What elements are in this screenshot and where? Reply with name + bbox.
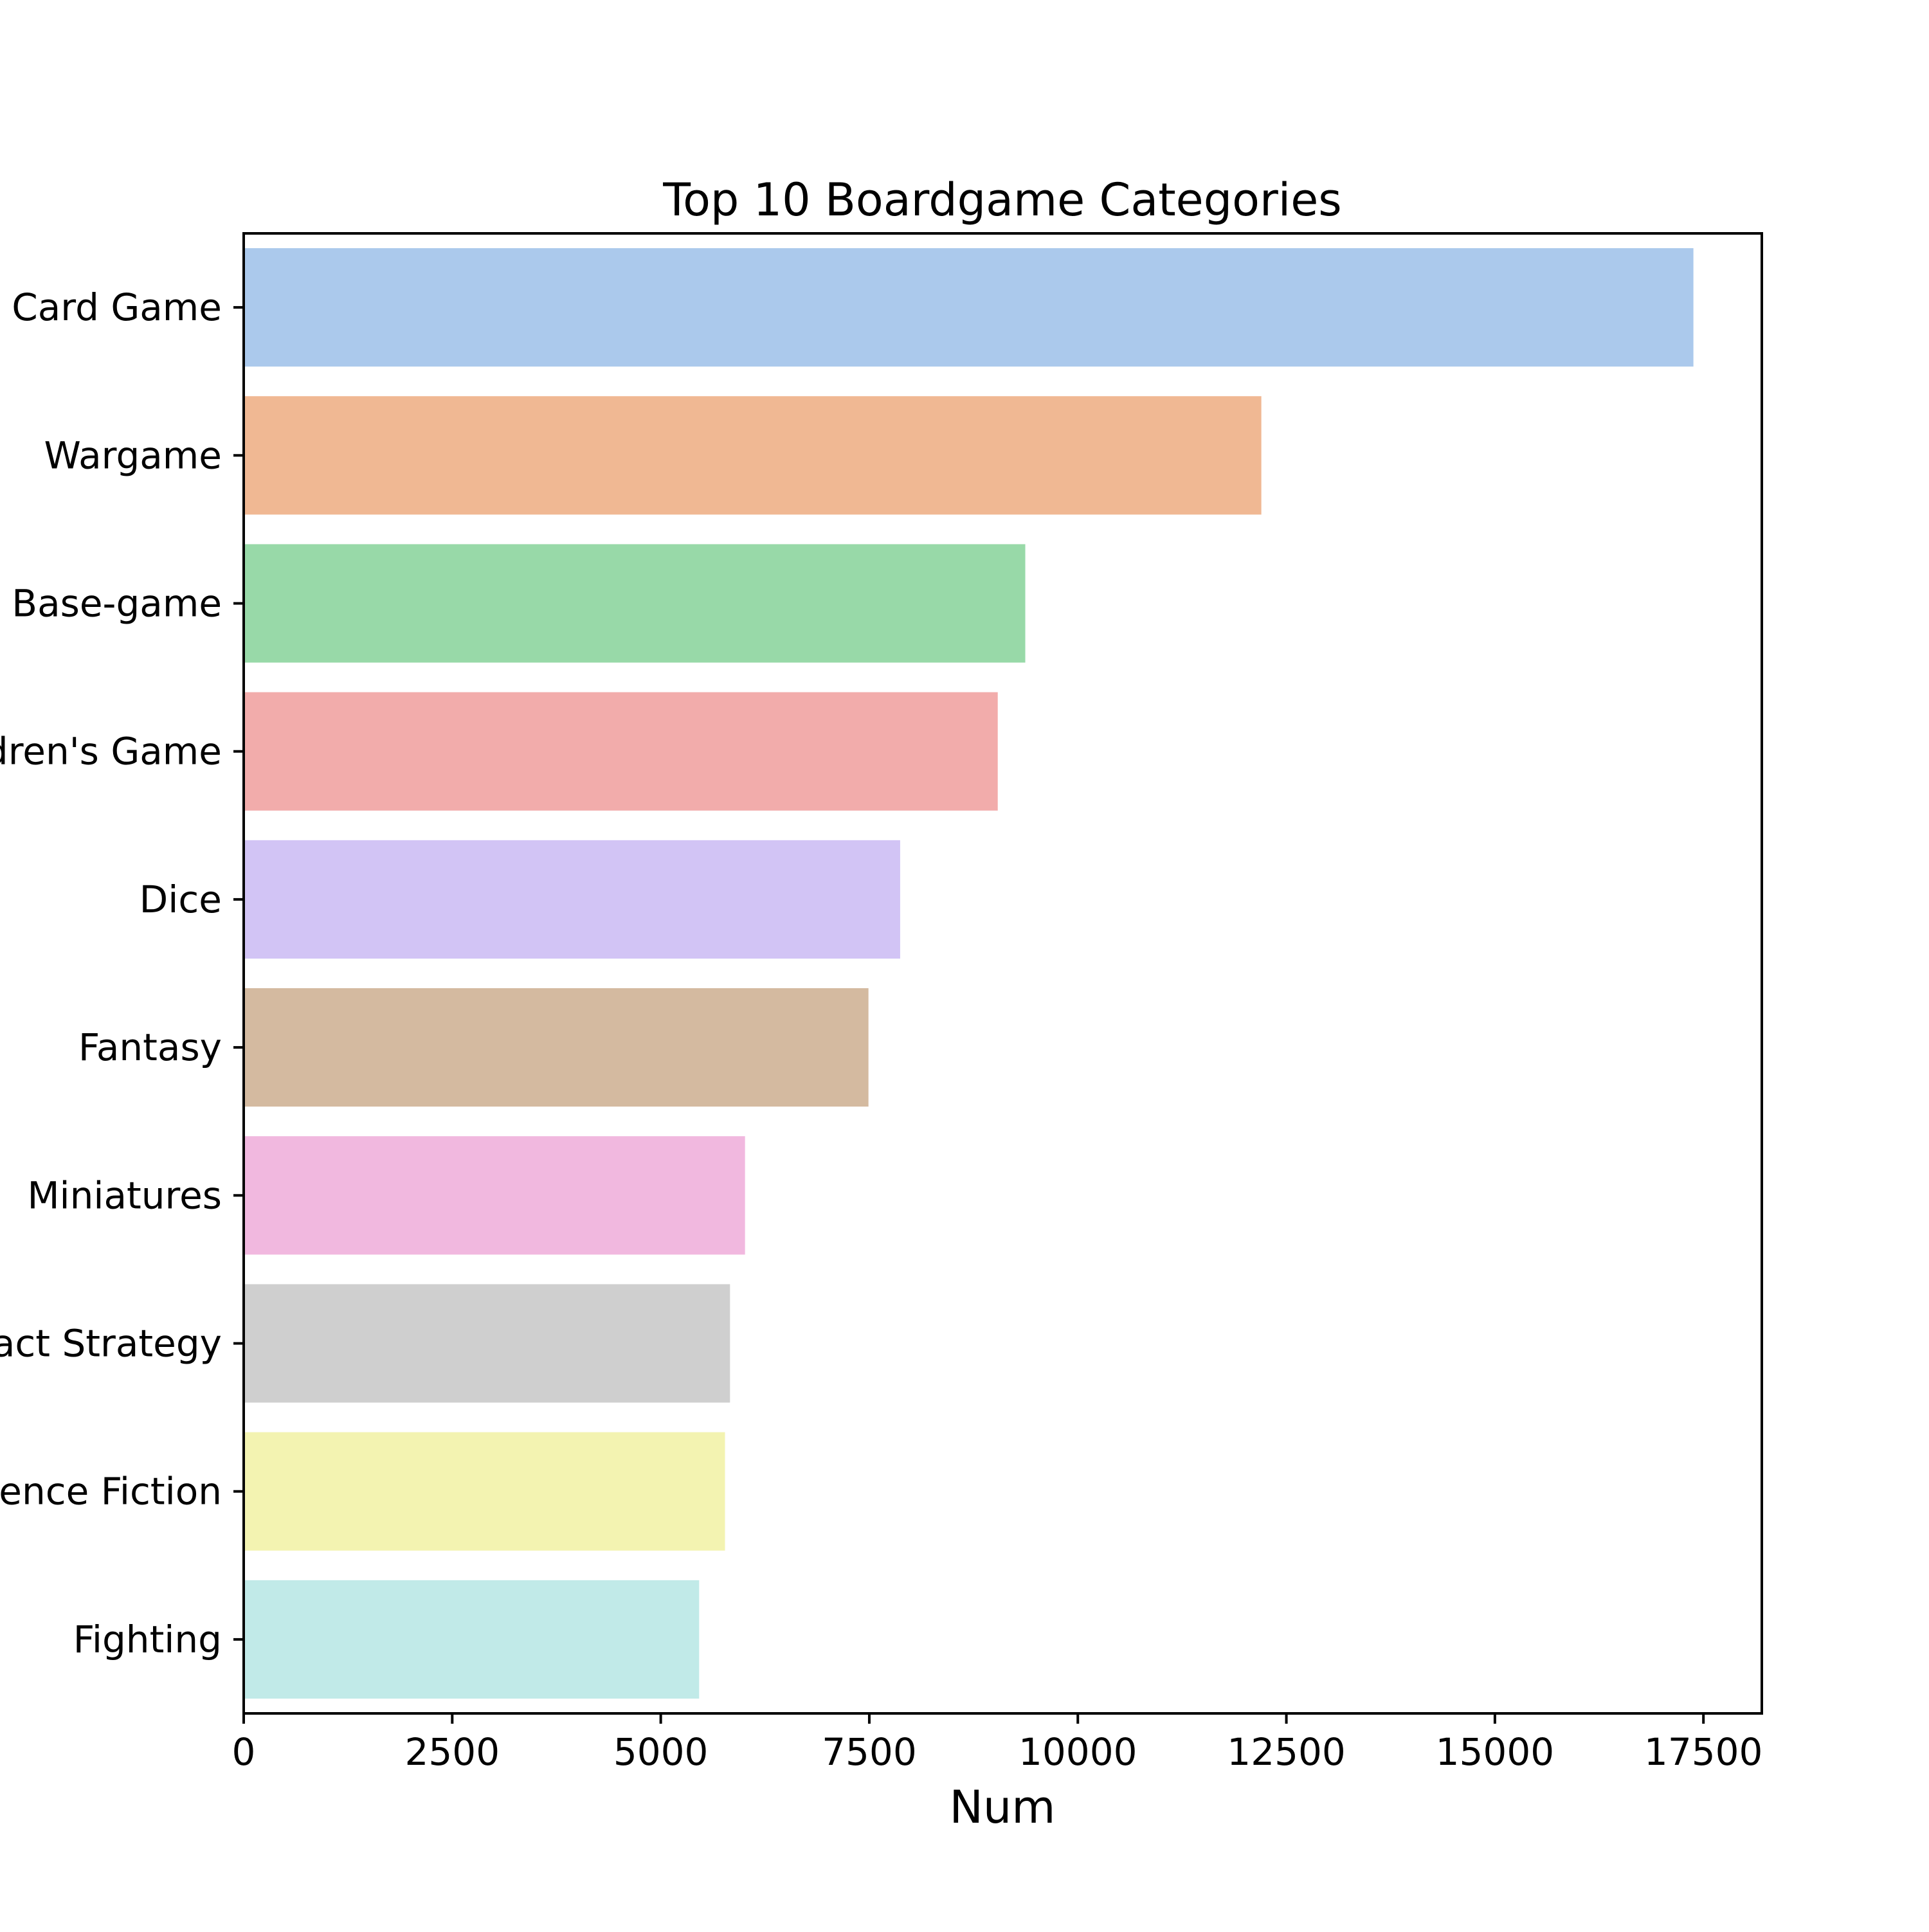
y-tick-label: Abstract Strategy	[0, 1322, 222, 1366]
plot-frame	[242, 232, 1763, 1715]
y-tick-label: Wargame	[44, 433, 222, 477]
x-tick-label: 7500	[822, 1730, 917, 1774]
y-tick-label: Science Fiction	[0, 1470, 222, 1513]
x-axis-label: Num	[950, 1781, 1056, 1834]
bar-card-game	[244, 248, 1694, 367]
x-tick-label: 10000	[1019, 1730, 1137, 1774]
x-tick-label: 12500	[1227, 1730, 1346, 1774]
y-tick-label: Fantasy	[78, 1025, 222, 1069]
y-tick-label: Miniatures	[27, 1173, 222, 1217]
bar-fighting	[244, 1580, 700, 1699]
y-tick-label: Children's Game	[0, 730, 222, 773]
bar-miniatures	[244, 1136, 745, 1255]
y-tick-label: Fighting	[73, 1618, 222, 1661]
bar-wargame	[244, 396, 1262, 515]
bar-science-fiction	[244, 1432, 725, 1551]
x-tick-label: 0	[232, 1730, 256, 1774]
x-tick-label: 2500	[405, 1730, 500, 1774]
chart-title: Top 10 Boardgame Categories	[662, 174, 1342, 226]
bar-abstract-strategy	[244, 1284, 730, 1403]
y-tick-label: Dice	[140, 878, 222, 921]
y-tick-label: Card Game	[12, 285, 222, 329]
bars-group	[244, 248, 1694, 1699]
y-tick-label: Base-game	[12, 582, 222, 626]
bar-base-game	[244, 544, 1026, 663]
bar-fantasy	[244, 988, 869, 1107]
x-tick-label: 17500	[1644, 1730, 1763, 1774]
ticks-group: Card Game Wargame Base-game Children's Game…	[0, 285, 1762, 1774]
bar-dice	[244, 840, 900, 959]
x-tick-label: 5000	[613, 1730, 709, 1774]
x-tick-label: 15000	[1436, 1730, 1555, 1774]
bar-children-s-game	[244, 692, 998, 811]
